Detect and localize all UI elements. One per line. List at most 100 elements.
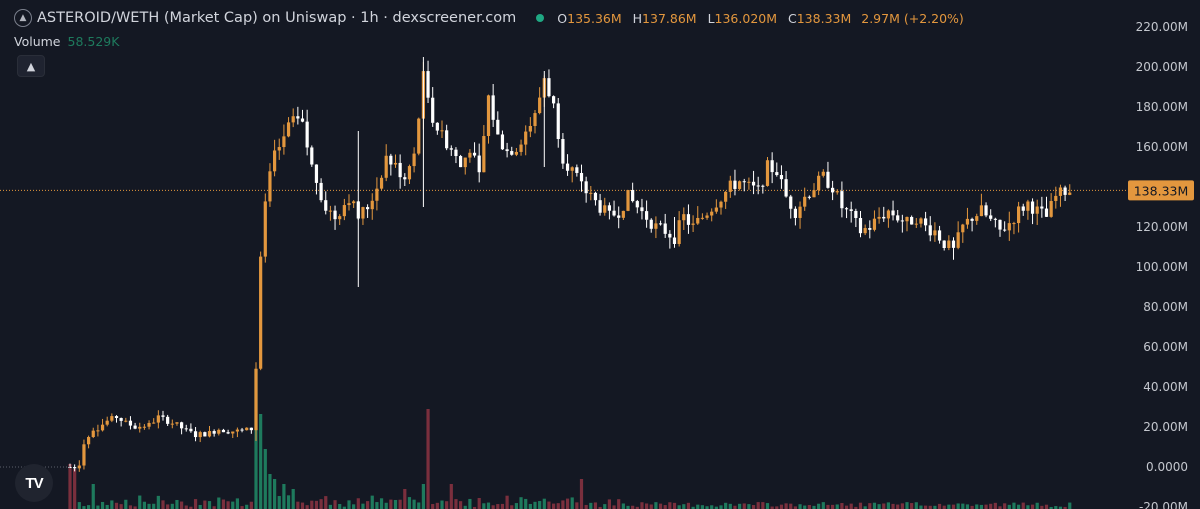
candle-body <box>956 232 960 248</box>
volume-bar <box>124 499 128 509</box>
volume-bar <box>910 503 914 509</box>
volume-bar <box>82 506 86 509</box>
volume-bar <box>561 500 565 509</box>
volume-bar <box>533 501 537 509</box>
candle-body <box>840 191 844 209</box>
y-tick-label: 20.00M <box>1143 420 1188 434</box>
volume-bar <box>1040 505 1044 509</box>
candle-body <box>412 153 416 167</box>
volume-bar <box>128 505 133 509</box>
volume-bar <box>668 502 672 509</box>
candle-body <box>138 426 142 429</box>
candle-body <box>338 216 342 220</box>
volume-bar <box>1003 503 1007 509</box>
volume-bar <box>235 498 239 509</box>
volume-bar <box>472 506 477 509</box>
volume-bar <box>854 506 858 509</box>
volume-bar <box>993 502 997 509</box>
candle-body <box>798 206 802 218</box>
volume-bar <box>789 503 793 509</box>
high-label: H <box>632 10 643 26</box>
triangle-icon[interactable]: ▲ <box>14 9 32 27</box>
candle-body <box>161 415 165 417</box>
volume-bar <box>575 502 579 509</box>
candle-body <box>105 420 109 425</box>
volume-bar <box>863 506 867 509</box>
close-label: C <box>788 10 797 26</box>
volume-bar <box>417 502 421 509</box>
volume-bar <box>291 489 295 509</box>
candle-body <box>128 420 133 426</box>
candle-body <box>379 177 384 189</box>
volume-bar <box>728 503 732 509</box>
candle-body <box>868 228 872 230</box>
y-tick-label: 80.00M <box>1143 300 1188 314</box>
volume-bar <box>891 503 895 509</box>
candle-body <box>705 215 709 218</box>
candle-body <box>524 131 528 145</box>
volume-bar <box>133 506 137 509</box>
y-tick-label: 60.00M <box>1143 340 1188 354</box>
volume-bar <box>645 503 649 509</box>
volume-bar <box>361 503 365 509</box>
volume-bar <box>761 502 765 509</box>
candle-body <box>1026 201 1030 211</box>
candle-body <box>486 95 491 137</box>
volume-bar <box>305 505 309 509</box>
candle-body <box>970 218 974 221</box>
volume-bar <box>798 504 802 509</box>
volume-bar <box>793 506 797 509</box>
tradingview-logo[interactable]: TV <box>15 464 53 502</box>
candle-body <box>696 217 700 224</box>
candle-body <box>286 122 291 137</box>
volume-bar <box>87 505 91 509</box>
candle-body <box>87 437 91 445</box>
volume-bar <box>314 500 319 509</box>
candle-body <box>259 256 263 369</box>
volume-bar <box>612 505 616 509</box>
volume-bar <box>979 504 983 509</box>
y-tick-label: 0.0000 <box>1146 460 1188 474</box>
ohlc-readout: O135.36M H137.86M L136.020M C138.33M 2.9… <box>557 11 964 26</box>
volume-bar <box>607 499 611 509</box>
volume-bar <box>273 479 277 509</box>
candle-body <box>189 428 193 432</box>
volume-bar <box>166 504 170 509</box>
volume-bar <box>961 503 965 509</box>
candle-body <box>877 216 881 219</box>
volume-bar <box>319 499 323 509</box>
volume-bar <box>626 505 630 509</box>
price-axis[interactable]: -20.00M 0.0000 20.00M 40.00M 60.00M 80.00M 100… <box>1136 20 1188 509</box>
volume-bar <box>621 503 625 509</box>
collapse-button[interactable]: ▲ <box>17 55 45 77</box>
candle-body <box>989 215 993 219</box>
candle-body <box>849 209 853 211</box>
candle-body <box>738 181 742 189</box>
candle-body <box>393 162 398 165</box>
volume-bar <box>984 504 988 509</box>
volume-bar <box>951 504 956 509</box>
volume-bar <box>826 504 830 509</box>
candle-body <box>961 224 965 233</box>
volume-bar <box>807 505 811 509</box>
candle-body <box>305 121 309 148</box>
candles <box>0 57 1072 472</box>
volume-bar <box>724 502 728 509</box>
candle-body <box>1049 201 1053 217</box>
candle-body <box>607 205 611 211</box>
candle-body <box>226 432 230 434</box>
candle-body <box>440 130 444 132</box>
candle-body <box>463 157 467 168</box>
volume-bar <box>449 484 453 509</box>
candle-body <box>863 228 867 234</box>
volume-bar <box>658 503 663 509</box>
candle-body <box>603 205 607 213</box>
volume-bar <box>565 498 570 509</box>
last-price-badge <box>1128 180 1194 201</box>
candle-body <box>775 172 779 176</box>
candle-body <box>998 219 1002 230</box>
volume-bar <box>1026 505 1030 509</box>
volume-bar <box>217 497 221 509</box>
volume-bar <box>147 503 151 509</box>
